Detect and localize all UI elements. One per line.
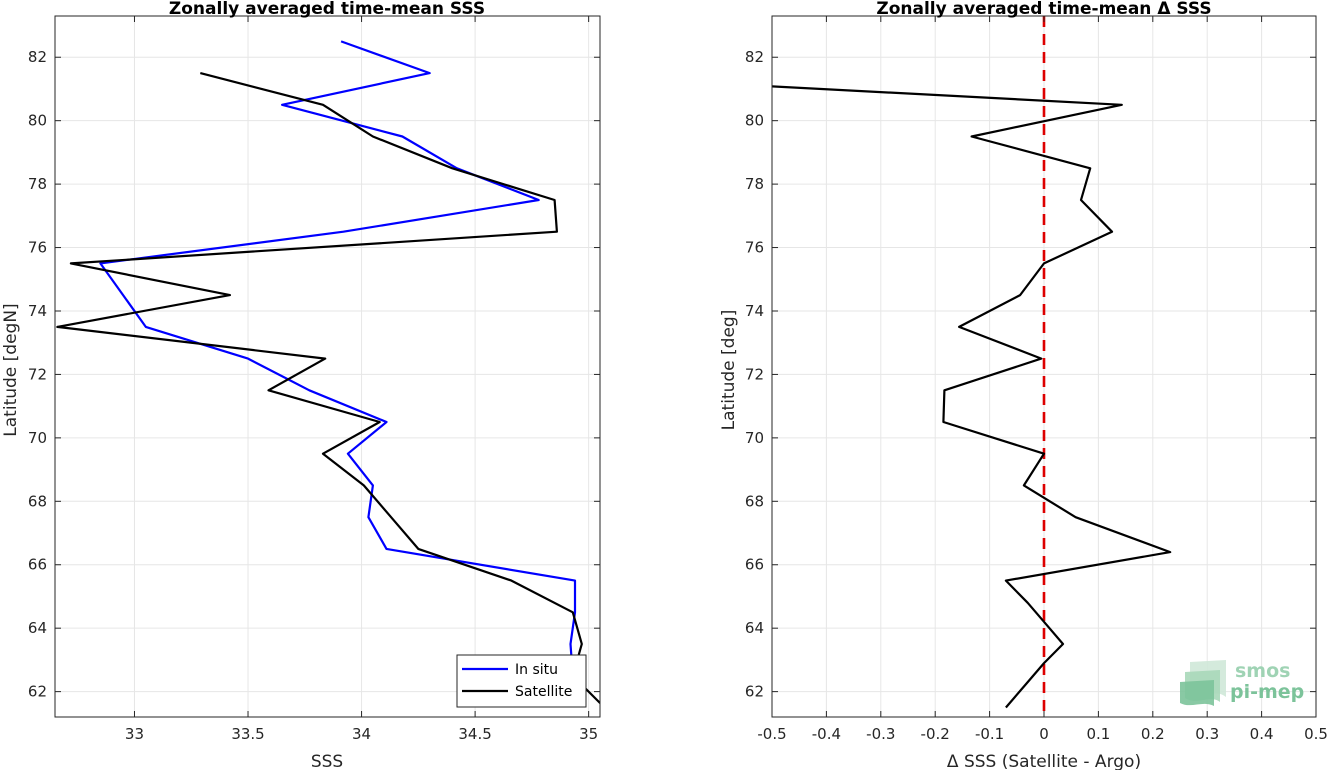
y-tick-label: 78: [745, 175, 764, 193]
ticks-sss: 33 33.5 34 34.5 35 62 64 66 68 70 72 74 76 78 80 82: [28, 16, 600, 743]
smos-pi-mep-logo: smos pi-mep: [1180, 660, 1304, 706]
x-tick-label: -0.4: [812, 725, 841, 743]
x-axis-label-delta-sss: Δ SSS (Satellite - Argo): [947, 752, 1141, 770]
logo-wave-shape: [1180, 680, 1214, 706]
y-tick-label: 76: [28, 239, 47, 257]
y-tick-label: 64: [28, 619, 47, 637]
x-tick-label: 34.5: [458, 725, 491, 743]
x-tick-label: -0.5: [757, 725, 786, 743]
y-tick-label: 62: [28, 683, 47, 701]
legend-box: [456, 654, 587, 708]
y-tick-label: 72: [745, 365, 764, 383]
y-tick-label: 72: [28, 365, 47, 383]
y-tick-label: 76: [745, 239, 764, 257]
series-line-in-situ-sss: [99, 40, 577, 708]
x-tick-label: 34: [352, 725, 371, 743]
chart-title-sss: Zonally averaged time-mean SSS: [169, 0, 485, 19]
x-tick-label: 0.4: [1250, 725, 1274, 743]
series-line-series-0-delta-sss: [772, 85, 1172, 709]
y-tick-label: 70: [745, 429, 764, 447]
plot-area-sss: [55, 16, 600, 717]
y-tick-label: 78: [28, 175, 47, 193]
logo-text-smos: smos: [1235, 660, 1290, 682]
ticks-delta-sss: -0.5 -0.4 -0.3 -0.2 -0.1 0 0.1 0.2 0.3 0.4 0.5 62 64…: [745, 16, 1328, 743]
axes-box-sss: [54, 15, 601, 718]
legend-label-satellite: Satellite: [515, 684, 572, 700]
x-tick-label: 0: [1039, 725, 1049, 743]
y-tick-label: 68: [28, 492, 47, 510]
y-tick-label: 64: [745, 619, 764, 637]
grid-sss: [55, 16, 600, 717]
y-tick-label: 74: [28, 302, 47, 320]
x-tick-label: 0.3: [1195, 725, 1219, 743]
logo-waves-icon: [1180, 660, 1226, 706]
data-sss: [56, 40, 600, 708]
y-tick-label: 66: [745, 556, 764, 574]
data-delta-sss: [772, 16, 1172, 717]
y-tick-label: 80: [28, 112, 47, 130]
y-tick-label: 70: [28, 429, 47, 447]
legend: In situ Satellite: [456, 654, 587, 708]
x-axis-label-sss: SSS: [311, 752, 343, 770]
y-tick-label: 62: [745, 683, 764, 701]
x-tick-label: 35: [579, 725, 598, 743]
y-tick-label: 66: [28, 556, 47, 574]
x-tick-label: 0.5: [1304, 725, 1328, 743]
logo-text-pi-mep: pi-mep: [1230, 681, 1304, 703]
x-tick-label: 33.5: [231, 725, 264, 743]
series-line-satellite-sss: [56, 72, 600, 705]
y-tick-label: 80: [745, 112, 764, 130]
y-tick-label: 82: [28, 48, 47, 66]
y-tick-label: 68: [745, 492, 764, 510]
y-tick-label: 74: [745, 302, 764, 320]
y-axis-label-sss: Latitude [degN]: [1, 303, 21, 436]
x-tick-label: -0.3: [866, 725, 895, 743]
legend-label-in-situ: In situ: [515, 662, 558, 678]
panel-sss: 33 33.5 34 34.5 35 62 64 66 68 70 72 74 76 78 80 82 Zon…: [1, 0, 601, 770]
y-tick-label: 82: [745, 48, 764, 66]
y-axis-label-delta-sss: Latitude [deg]: [719, 310, 739, 431]
chart-title-delta-sss: Zonally averaged time-mean Δ SSS: [876, 0, 1211, 19]
x-tick-label: -0.1: [975, 725, 1004, 743]
x-tick-label: 0.1: [1086, 725, 1110, 743]
x-tick-label: -0.2: [921, 725, 950, 743]
panel-delta-sss: -0.5 -0.4 -0.3 -0.2 -0.1 0 0.1 0.2 0.3 0.4 0.5 62 64…: [719, 0, 1328, 770]
x-tick-label: 33: [125, 725, 144, 743]
x-tick-label: 0.2: [1141, 725, 1165, 743]
